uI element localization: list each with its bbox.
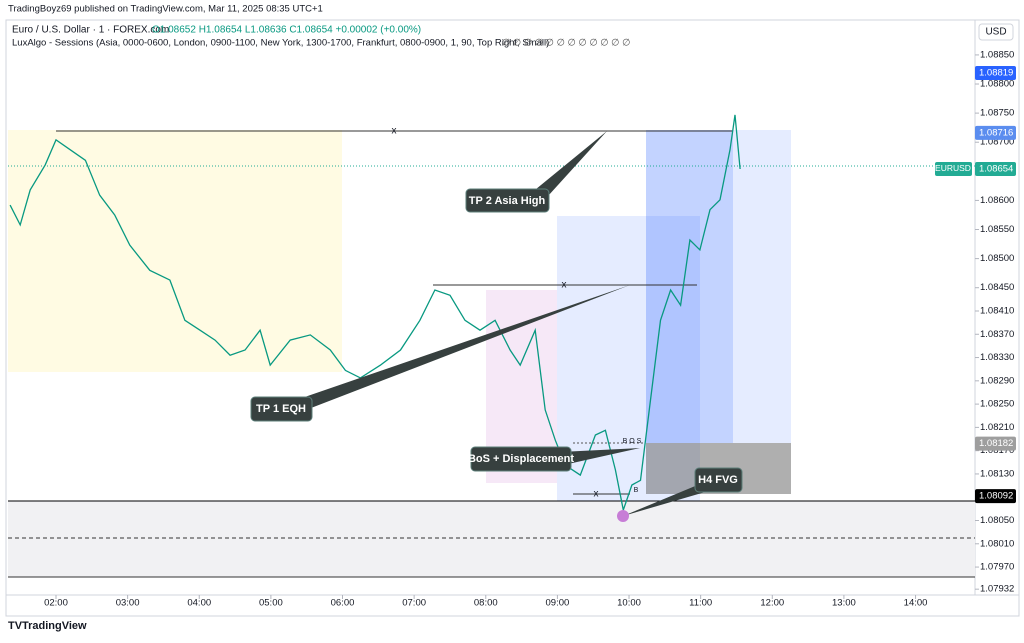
- y-tick-label: 1.08450: [980, 282, 1014, 293]
- callout: [694, 467, 743, 493]
- price-line: [9, 114, 741, 513]
- x-tick-label: 13:00: [832, 598, 856, 609]
- publisher: TradingBoyz69 published on TradingView.c…: [8, 4, 323, 15]
- pointer: [296, 285, 630, 408]
- currency-button[interactable]: [978, 23, 1014, 41]
- x-marker: x: [594, 489, 599, 500]
- x-tick-label: 10:00: [617, 598, 641, 609]
- callout-text: H4 FVG: [698, 474, 738, 486]
- y-tick-label: 1.07932: [980, 584, 1014, 595]
- y-tick-label: 1.08010: [980, 538, 1014, 549]
- price-tag-label: 1.08182: [979, 438, 1013, 449]
- y-tick-label: 1.07970: [980, 562, 1014, 573]
- y-tick-label: 1.08130: [980, 468, 1014, 479]
- y-tick-label: 1.08250: [980, 399, 1014, 410]
- x-tick-label: 08:00: [474, 598, 498, 609]
- symbol-name: EURUSD: [935, 163, 971, 173]
- price-labels: 1.08819 1.08716 EURUSD 1.08654 1.08182 1.0809…: [935, 65, 1016, 504]
- x-tick-label: 12:00: [760, 598, 784, 609]
- y-tick-label: 1.08500: [980, 253, 1014, 264]
- x-tick-label: 14:00: [904, 598, 928, 609]
- b-label: B: [634, 487, 639, 494]
- price-tag: [975, 125, 1016, 140]
- x-tick-label: 04:00: [187, 598, 211, 609]
- y-tick-label: 1.08750: [980, 108, 1014, 119]
- x-tick-label: 06:00: [331, 598, 355, 609]
- price-tag-label: 1.08092: [979, 491, 1013, 502]
- y-tick-label: 1.08050: [980, 515, 1014, 526]
- price-tag-label: 1.08654: [979, 164, 1013, 175]
- y-tick-label: 1.08600: [980, 195, 1014, 206]
- x-tick-label: 11:00: [689, 598, 712, 609]
- callout-text: BoS + Displacement: [468, 453, 574, 465]
- pointer: [560, 448, 640, 464]
- price-tag: [975, 161, 1016, 176]
- x-tick-label: 09:00: [546, 598, 570, 609]
- bos-label: B O S: [623, 438, 642, 445]
- price-tag: [975, 65, 1016, 80]
- target-zone: [646, 130, 733, 443]
- currency[interactable]: USD: [985, 27, 1006, 38]
- frame: [5, 19, 1020, 617]
- legend-indicator: LuxAlgo - Sessions (Asia, 0000-0600, Lon…: [12, 38, 549, 49]
- y-tick-label: 1.08550: [980, 224, 1014, 235]
- pointer: [623, 484, 712, 516]
- lower-zone: [8, 501, 975, 577]
- zones: [8, 130, 975, 578]
- x-tick-label: 05:00: [259, 598, 283, 609]
- legend-ohlc: O1.08652 H1.08654 L1.08636 C1.08654 +0.0…: [152, 25, 421, 36]
- price-tag-label: 1.08716: [979, 127, 1013, 138]
- annotations: x x x B O S B TP 2 Asia High TP 1 EQH Bo…: [250, 126, 743, 522]
- pointer: [530, 131, 607, 196]
- y-tick-label: 1.08410: [980, 306, 1014, 317]
- footer-logo: TV: [8, 620, 23, 632]
- fvg-marker: [617, 510, 629, 522]
- y-tick-label: 1.08800: [980, 79, 1014, 90]
- price-tag: [975, 489, 1016, 504]
- y-tick-label: 1.08700: [980, 137, 1014, 148]
- y-tick-label: 1.08850: [980, 49, 1014, 60]
- price-tag: [975, 436, 1016, 451]
- x-tick-label: 07:00: [402, 598, 426, 609]
- x-marker: x: [562, 280, 567, 291]
- x-tick-label: 02:00: [44, 598, 68, 609]
- y-tick-label: 1.08290: [980, 375, 1014, 386]
- y-tick-label: 1.08330: [980, 352, 1014, 363]
- price-tag-label: 1.08819: [979, 67, 1013, 78]
- callout-text: TP 2 Asia High: [469, 195, 546, 207]
- legend-icons: ∅ ∅ ∅ ∅ ∅ ∅ ∅ ∅ ∅ ∅ ∅ ∅: [502, 38, 630, 49]
- asia-session: [8, 130, 342, 372]
- x-tick-label: 03:00: [116, 598, 140, 609]
- callout: [470, 446, 572, 472]
- symbol-tag: [935, 161, 972, 176]
- callout: [465, 188, 550, 213]
- x-marker: x: [392, 126, 397, 137]
- footer-brand: TradingView: [22, 620, 87, 632]
- plot: [9, 114, 741, 513]
- y-tick-label: 1.08210: [980, 422, 1014, 433]
- callout-text: TP 1 EQH: [256, 403, 306, 415]
- target-zone-ext: [733, 130, 791, 443]
- callout: [250, 396, 313, 422]
- legend-symbol: Euro / U.S. Dollar · 1 · FOREX.com: [12, 25, 169, 36]
- y-tick-label: 1.08370: [980, 329, 1014, 340]
